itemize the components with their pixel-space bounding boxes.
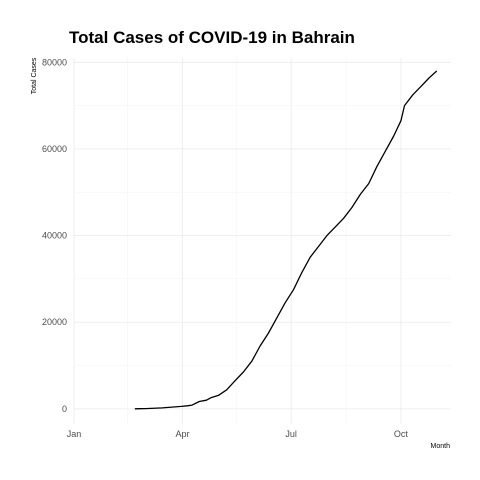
y-tick-label: 60000 xyxy=(42,144,67,154)
grid xyxy=(73,58,451,424)
series-line-total-cases xyxy=(134,70,438,410)
x-tick-label: Jul xyxy=(285,429,297,439)
x-tick-label: Jan xyxy=(67,429,82,439)
y-tick-label: 0 xyxy=(62,404,67,414)
x-tick-label: Oct xyxy=(394,429,409,439)
y-axis-title: Total Cases xyxy=(31,57,38,94)
y-tick-label: 20000 xyxy=(42,317,67,327)
tick-labels: Jan Apr Jul Oct 0 20000 40000 60000 80000 xyxy=(42,57,408,439)
x-tick-label: Apr xyxy=(176,429,190,439)
chart-title: Total Cases of COVID-19 in Bahrain xyxy=(69,28,355,47)
y-tick-label: 80000 xyxy=(42,57,67,67)
x-axis-title: Month xyxy=(431,443,451,450)
y-tick-label: 40000 xyxy=(42,231,67,241)
